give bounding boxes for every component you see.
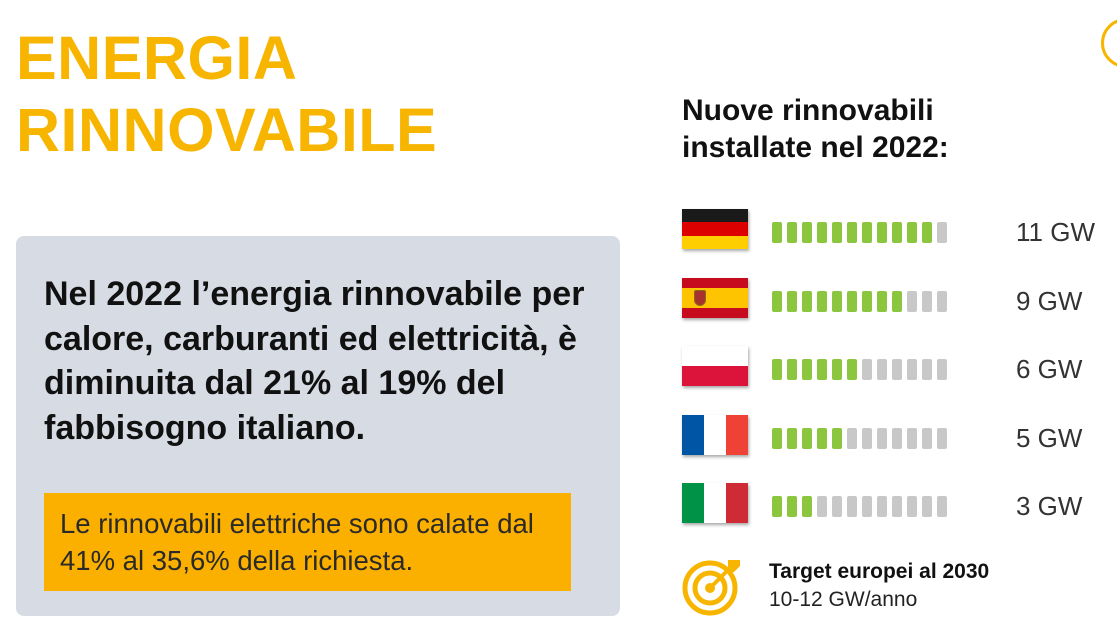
bar-segment-filled <box>772 222 782 243</box>
bar-segment-filled <box>802 427 812 449</box>
bar-segment-filled <box>832 359 842 380</box>
callout-box: Le rinnovabili elettriche sono calate da… <box>44 493 571 591</box>
bar-segment-filled <box>787 222 797 243</box>
bar-segment-empty <box>937 496 947 517</box>
decorative-circle-icon <box>1101 18 1117 68</box>
bar-segment-filled <box>802 359 812 380</box>
data-label: 5 GW <box>1016 422 1083 453</box>
bar-segment-filled <box>832 427 842 449</box>
bar-segment-filled <box>787 290 797 312</box>
bar-segment-filled <box>847 359 857 380</box>
bar-segment-filled <box>907 222 917 243</box>
bar-segment-empty <box>907 496 917 517</box>
bar-segment-empty <box>877 359 887 380</box>
bar-segment-empty <box>862 359 872 380</box>
bar-segment-empty <box>832 496 842 517</box>
bar-segment-filled <box>832 290 842 312</box>
bar-segment-filled <box>787 427 797 449</box>
data-label: 3 GW <box>1016 491 1083 521</box>
bar-segment-filled <box>877 222 887 243</box>
flag-italy <box>682 483 748 523</box>
bar-segment-empty <box>937 222 947 243</box>
target-icon <box>682 560 740 616</box>
bar-segment-empty <box>862 496 872 517</box>
target-title: Target europei al 2030 <box>769 560 990 583</box>
chart-title: Nuove rinnovabili installate nel 2022: <box>682 94 949 164</box>
data-label: 11 GW <box>1016 217 1095 247</box>
bar-segment-filled <box>817 290 827 312</box>
bar-segment-filled <box>772 427 782 449</box>
bar-segment-empty <box>922 427 932 449</box>
bar-segment-empty <box>892 359 902 380</box>
bar-segment-filled <box>772 496 782 517</box>
page-title: ENERGIA RINNOVABILE <box>16 22 437 166</box>
bar-segment-empty <box>907 290 917 312</box>
bar-segment-filled <box>922 222 932 243</box>
bar-segment-empty <box>937 427 947 449</box>
bar-segment-empty <box>877 427 887 449</box>
bar-segment-filled <box>772 290 782 312</box>
flag-germany <box>682 209 748 249</box>
bar-segment-empty <box>937 290 947 312</box>
bar-segment-filled <box>802 222 812 243</box>
bar-segment-filled <box>772 359 782 380</box>
bar-segment-empty <box>937 359 947 380</box>
bar-segment-filled <box>817 427 827 449</box>
bar-segment-empty <box>847 427 857 449</box>
bar-segment-filled <box>817 222 827 243</box>
bar-segment-empty <box>817 496 827 517</box>
bar-segment-filled <box>817 359 827 380</box>
bar-segment-filled <box>787 359 797 380</box>
bar-segment-filled <box>862 222 872 243</box>
callout-text: Le rinnovabili elettriche sono calate da… <box>60 508 534 576</box>
flag-spain <box>682 277 748 318</box>
bar-segment-empty <box>907 359 917 380</box>
bar-segment-empty <box>892 496 902 517</box>
title-line-2: RINNOVABILE <box>16 96 438 164</box>
title-line-1: ENERGIA <box>16 24 298 92</box>
bar-segment-empty <box>922 496 932 517</box>
data-label: 9 GW <box>1016 285 1083 316</box>
bar-segment-empty <box>862 427 872 449</box>
bar-segment-filled <box>892 222 902 243</box>
target-subtitle: 10-12 GW/anno <box>769 588 918 611</box>
bar-segment-empty <box>922 359 932 380</box>
bar-segment-filled <box>787 496 797 517</box>
flag-france <box>682 414 748 455</box>
bar-segment-empty <box>907 427 917 449</box>
data-label: 6 GW <box>1016 354 1083 384</box>
bar-segment-filled <box>802 496 812 517</box>
bar-segment-empty <box>892 427 902 449</box>
flag-poland <box>682 346 748 386</box>
bar-segment-filled <box>847 222 857 243</box>
main-statement: Nel 2022 l’energia rinnovabile per calor… <box>44 275 585 447</box>
bar-segment-filled <box>802 290 812 312</box>
bar-segment-filled <box>847 290 857 312</box>
bar-segment-empty <box>877 496 887 517</box>
bar-segment-empty <box>847 496 857 517</box>
bar-segment-filled <box>892 290 902 312</box>
bar-segment-filled <box>832 222 842 243</box>
bar-segment-empty <box>922 290 932 312</box>
bar-segment-filled <box>877 290 887 312</box>
bar-segment-filled <box>862 290 872 312</box>
